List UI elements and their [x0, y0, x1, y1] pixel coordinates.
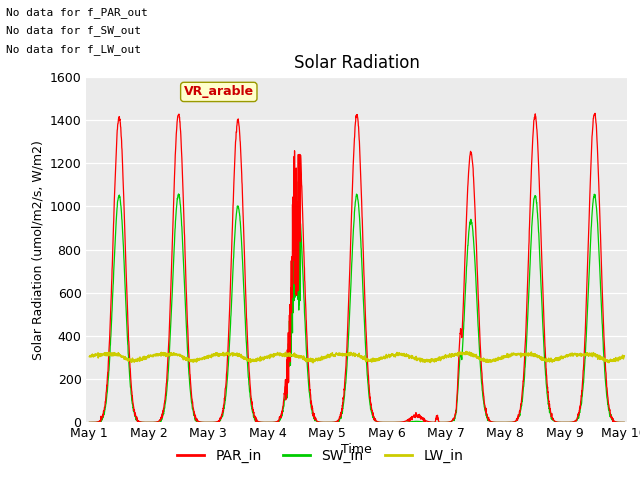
PAR_in: [170, 205, 177, 211]
LW_in: [310, 360, 317, 366]
SW_in: [620, 420, 628, 425]
LW_in: [86, 354, 93, 360]
LW_in: [170, 350, 177, 356]
PAR_in: [138, 419, 145, 425]
X-axis label: Time: Time: [341, 443, 372, 456]
LW_in: [552, 355, 559, 361]
LW_in: [280, 351, 287, 357]
LW_in: [463, 348, 470, 354]
SW_in: [86, 420, 93, 425]
PAR_in: [86, 420, 93, 425]
Legend: PAR_in, SW_in, LW_in: PAR_in, SW_in, LW_in: [171, 443, 469, 468]
Text: No data for f_PAR_out: No data for f_PAR_out: [6, 7, 148, 18]
Title: Solar Radiation: Solar Radiation: [294, 54, 420, 72]
PAR_in: [552, 419, 559, 424]
PAR_in: [620, 420, 628, 425]
SW_in: [170, 262, 177, 267]
SW_in: [552, 419, 559, 425]
LW_in: [204, 354, 212, 360]
PAR_in: [204, 420, 212, 425]
Line: SW_in: SW_in: [90, 182, 624, 422]
SW_in: [138, 420, 145, 425]
Line: PAR_in: PAR_in: [90, 113, 624, 422]
LW_in: [138, 357, 145, 362]
Text: No data for f_SW_out: No data for f_SW_out: [6, 25, 141, 36]
Line: LW_in: LW_in: [90, 351, 624, 363]
Y-axis label: Solar Radiation (umol/m2/s, W/m2): Solar Radiation (umol/m2/s, W/m2): [31, 140, 44, 360]
PAR_in: [591, 110, 599, 116]
SW_in: [374, 419, 381, 425]
PAR_in: [216, 420, 223, 425]
SW_in: [280, 406, 287, 411]
LW_in: [374, 356, 381, 361]
PAR_in: [374, 419, 381, 425]
Text: No data for f_LW_out: No data for f_LW_out: [6, 44, 141, 55]
PAR_in: [280, 398, 287, 404]
LW_in: [620, 353, 628, 359]
SW_in: [292, 179, 300, 185]
Text: VR_arable: VR_arable: [184, 85, 254, 98]
SW_in: [204, 420, 212, 425]
